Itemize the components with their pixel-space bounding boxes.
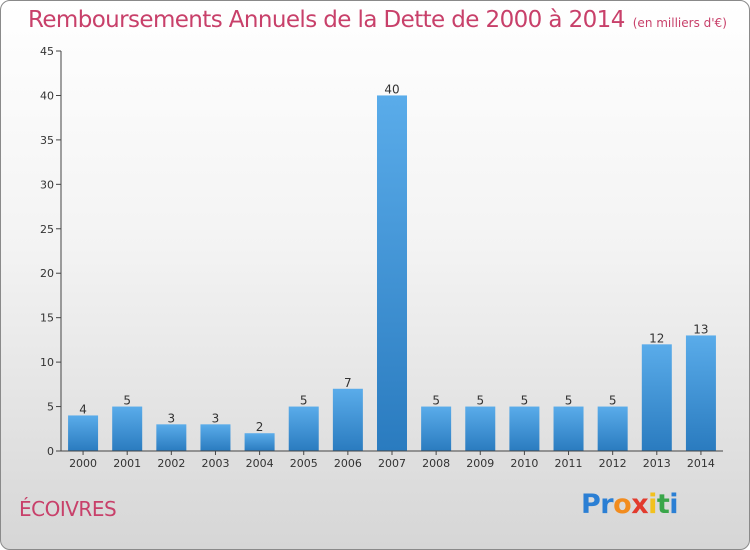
bar-2007	[377, 95, 407, 451]
y-tick-label: 10	[40, 356, 54, 369]
data-label: 12	[649, 331, 664, 345]
bar-2012	[597, 406, 628, 451]
x-tick-label: 2010	[510, 457, 538, 470]
data-label: 3	[168, 411, 176, 425]
x-tick-label: 2011	[555, 457, 583, 470]
x-tick-label: 2009	[466, 457, 494, 470]
logo-letter: i	[648, 489, 657, 520]
x-tick-label: 2003	[201, 457, 229, 470]
commune-name: ÉCOIVRES	[19, 497, 117, 521]
logo-letter: o	[613, 489, 632, 520]
x-tick-label: 2002	[157, 457, 185, 470]
x-tick-label: 2004	[246, 457, 274, 470]
bar-2006	[332, 388, 363, 451]
y-tick-label: 15	[40, 312, 54, 325]
x-tick-label: 2000	[69, 457, 97, 470]
logo-letter: i	[669, 489, 679, 520]
y-tick-label: 25	[40, 223, 54, 236]
data-label: 3	[212, 411, 220, 425]
bar-2003	[200, 424, 231, 451]
data-labels: 4 5 3 3 2 5 7 40 5 5 5 5 5 12 13	[79, 82, 708, 434]
x-tick-label: 2006	[334, 457, 362, 470]
data-label: 5	[565, 394, 573, 408]
bar-2004	[244, 433, 275, 451]
data-label: 7	[344, 376, 352, 390]
chart-title: Remboursements Annuels de la Dette de 20…	[28, 7, 625, 33]
data-label: 5	[300, 394, 308, 408]
bar-2008	[421, 406, 452, 451]
x-tick-label: 2008	[422, 457, 450, 470]
x-tick-label: 2007	[378, 457, 406, 470]
x-tick-label: 2005	[290, 457, 318, 470]
bar-2009	[465, 406, 496, 451]
bar-2000	[68, 415, 99, 451]
chart-header: Remboursements Annuels de la Dette de 20…	[28, 7, 727, 33]
logo-letter: t	[656, 489, 670, 520]
proxiti-logo: Proxiti	[581, 489, 679, 520]
data-label: 5	[432, 394, 440, 408]
bar-2013	[641, 344, 672, 451]
bar-2014	[685, 335, 716, 451]
bar-2010	[509, 406, 540, 451]
data-label: 13	[693, 322, 708, 336]
y-tick-label: 40	[40, 89, 54, 102]
bar-2001	[112, 406, 143, 451]
data-label: 5	[123, 394, 131, 408]
data-label: 5	[476, 394, 484, 408]
data-label: 4	[79, 402, 87, 416]
logo-letter: r	[600, 489, 614, 520]
bar-2011	[553, 406, 584, 451]
data-label: 5	[609, 394, 617, 408]
data-label: 5	[521, 394, 529, 408]
logo-letter: P	[581, 489, 601, 520]
bar-series	[68, 95, 716, 451]
y-tick-label: 5	[47, 401, 54, 414]
chart-unit: (en milliers d'€)	[632, 16, 727, 30]
y-tick-label: 30	[40, 178, 54, 191]
x-tick-label: 2014	[687, 457, 715, 470]
y-tick-label: 20	[40, 267, 54, 280]
y-tick-label: 35	[40, 134, 54, 147]
logo-letter: x	[631, 489, 649, 520]
x-tick-label: 2013	[643, 457, 671, 470]
data-label: 40	[384, 82, 399, 96]
x-tick-label: 2001	[113, 457, 141, 470]
y-tick-label: 45	[40, 45, 54, 58]
data-label: 2	[256, 420, 264, 434]
bar-2002	[156, 424, 187, 451]
x-tick-label: 2012	[599, 457, 627, 470]
bar-2005	[288, 406, 319, 451]
y-tick-label: 0	[47, 445, 54, 458]
